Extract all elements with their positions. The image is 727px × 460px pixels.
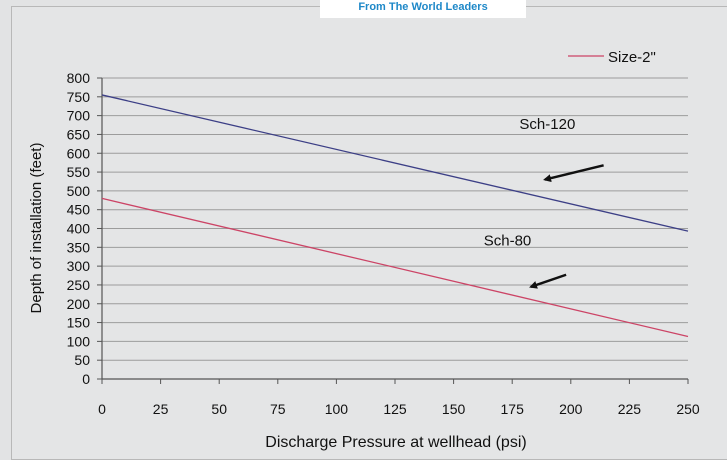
y-tick-label-550: 550 bbox=[67, 164, 91, 180]
x-tick-label-75: 75 bbox=[270, 401, 286, 417]
y-tick-label-150: 150 bbox=[67, 315, 91, 331]
y-tick-label-650: 650 bbox=[67, 126, 91, 142]
y-tick-label-400: 400 bbox=[67, 221, 91, 237]
x-tick-label-125: 125 bbox=[383, 401, 407, 417]
x-tick-label-250: 250 bbox=[676, 401, 700, 417]
x-tick-label-0: 0 bbox=[98, 401, 106, 417]
y-tick-label-450: 450 bbox=[67, 202, 91, 218]
x-tick-label-100: 100 bbox=[325, 401, 349, 417]
y-tick-label-500: 500 bbox=[67, 183, 91, 199]
legend: Size-2" bbox=[568, 49, 656, 66]
y-tick-label-200: 200 bbox=[67, 296, 91, 312]
y-tick-label-0: 0 bbox=[82, 371, 90, 387]
x-tick-label-200: 200 bbox=[559, 401, 583, 417]
banner-tagline: From The World Leaders bbox=[358, 1, 488, 13]
brand-banner: From The World Leaders bbox=[320, 0, 526, 18]
annotation-sch-120: Sch-120 bbox=[519, 116, 575, 133]
x-tick-label-50: 50 bbox=[211, 401, 227, 417]
y-tick-label-300: 300 bbox=[67, 258, 91, 274]
x-tick-label-175: 175 bbox=[501, 401, 525, 417]
y-tick-label-350: 350 bbox=[67, 239, 91, 255]
annotation-arrow-2 bbox=[529, 273, 567, 289]
y-tick-label-700: 700 bbox=[67, 108, 91, 124]
x-tick-label-225: 225 bbox=[618, 401, 642, 417]
y-tick-label-250: 250 bbox=[67, 277, 91, 293]
x-tick-label-150: 150 bbox=[442, 401, 466, 417]
x-axis-title: Discharge Pressure at wellhead (psi) bbox=[265, 434, 526, 451]
annotation-arrow-1 bbox=[543, 164, 604, 183]
y-tick-label-800: 800 bbox=[67, 70, 91, 86]
grid-lines bbox=[102, 77, 688, 380]
y-tick-label-50: 50 bbox=[74, 352, 90, 368]
annotations: Sch-120 Sch-80 bbox=[484, 116, 604, 289]
legend-label-size-2: Size-2" bbox=[608, 49, 656, 66]
chart-panel bbox=[11, 6, 727, 460]
y-tick-label-750: 750 bbox=[67, 89, 91, 105]
annotation-sch-80: Sch-80 bbox=[484, 232, 532, 249]
x-tick-labels: 0 25 50 75 100 125 150 175 200 225 250 bbox=[98, 401, 700, 417]
series-line-sch-120 bbox=[101, 94, 689, 232]
y-axis-title: Depth of installation (feet) bbox=[28, 143, 45, 314]
y-tick-label-600: 600 bbox=[67, 145, 91, 161]
x-tick-label-25: 25 bbox=[153, 401, 169, 417]
y-tick-labels: 0 50 100 150 200 250 300 350 400 450 500 550 600 650 7… bbox=[67, 70, 91, 387]
series-line-sch-80 bbox=[101, 197, 689, 338]
axes bbox=[97, 77, 689, 384]
y-tick-label-100: 100 bbox=[67, 333, 91, 349]
series-lines bbox=[101, 94, 689, 338]
